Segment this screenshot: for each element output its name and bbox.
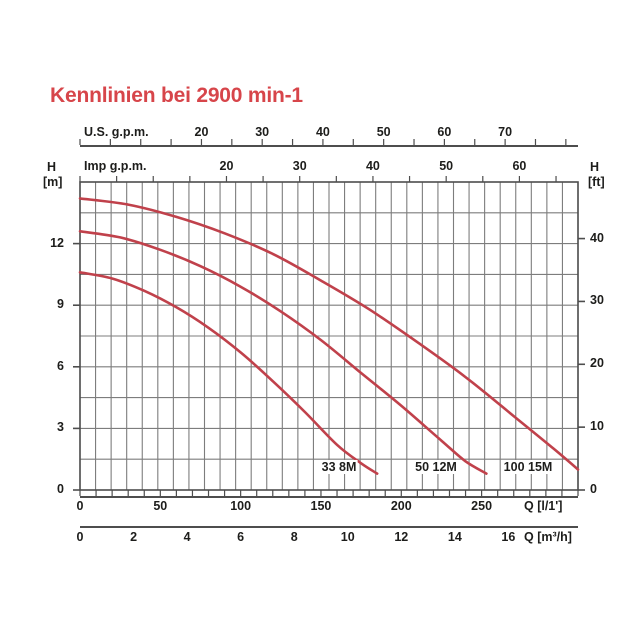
top-outer-tick-label: 30 — [255, 125, 270, 139]
left-axis-tick-label: 6 — [57, 358, 64, 373]
right-axis-tick-label: 0 — [590, 482, 597, 496]
left-axis-tick-label: 3 — [57, 420, 64, 435]
bottom-outer-tick-label: 2 — [130, 530, 138, 544]
top-inner-tick-label: 50 — [439, 159, 454, 173]
top-outer-axis-rule — [80, 145, 578, 147]
top-outer-tick-label: 70 — [498, 125, 513, 139]
top-inner-tick-label: 40 — [365, 159, 380, 173]
bottom-outer-axis-name: Q [m³/h] — [524, 530, 572, 544]
curve-100-15m — [78, 197, 580, 471]
bottom-outer-tick-label: 16 — [501, 530, 516, 544]
curve-label-100-15m: 100 15M — [502, 460, 554, 474]
bottom-outer-tick-label: 4 — [183, 530, 191, 544]
right-axis-tick-label: 40 — [590, 230, 604, 245]
bottom-inner-tick-label: 150 — [310, 499, 332, 513]
left-axis-tick-label: 0 — [57, 482, 64, 496]
top-outer-tick-label: 40 — [315, 125, 330, 139]
left-axis-name: H — [47, 160, 57, 174]
curve-50-12m — [78, 230, 488, 475]
top-outer-tick-label: 60 — [437, 125, 452, 139]
top-outer-axis-name: U.S. g.p.m. — [84, 125, 149, 139]
bottom-outer-tick-label: 12 — [394, 530, 409, 544]
bottom-outer-tick-label: 10 — [340, 530, 355, 544]
bottom-inner-tick-label: 200 — [390, 499, 412, 513]
top-inner-tick-label: 30 — [292, 159, 307, 173]
bottom-outer-tick-label: 14 — [447, 530, 462, 544]
bottom-inner-tick-label: 50 — [153, 499, 168, 513]
top-outer-tick-label: 50 — [376, 125, 391, 139]
bottom-inner-tick-label: 0 — [76, 499, 84, 513]
right-axis-tick-label: 20 — [590, 356, 604, 371]
curve-label-33-8m: 33 8M — [320, 460, 358, 474]
curve-33-8m — [78, 271, 379, 475]
right-axis-name: H — [590, 160, 600, 174]
bottom-inner-axis-rule — [80, 496, 578, 498]
bottom-outer-tick-label: 8 — [290, 530, 298, 544]
top-inner-tick-label: 60 — [512, 159, 527, 173]
top-outer-tick-label: 20 — [194, 125, 209, 139]
left-axis-unit: [m] — [43, 175, 63, 189]
bottom-outer-tick-label: 6 — [237, 530, 245, 544]
bottom-outer-tick-label: 0 — [76, 530, 84, 544]
bottom-inner-tick-label: 100 — [230, 499, 252, 513]
page-title: Kennlinien bei 2900 min-1 — [50, 84, 303, 107]
top-inner-tick-label: 20 — [219, 159, 234, 173]
right-axis-unit: [ft] — [588, 175, 605, 189]
bottom-outer-axis-rule — [80, 526, 578, 528]
plot-frame — [79, 181, 579, 491]
bottom-inner-axis-name: Q [l/1'] — [524, 499, 563, 513]
right-axis-tick-label: 10 — [590, 419, 604, 434]
right-axis-tick-label: 30 — [590, 293, 604, 308]
bottom-inner-tick-label: 250 — [471, 499, 493, 513]
left-axis-tick-label: 9 — [57, 297, 64, 312]
left-axis-tick-label: 12 — [50, 235, 64, 250]
top-inner-axis-name: Imp g.p.m. — [84, 159, 147, 173]
curve-label-50-12m: 50 12M — [414, 460, 458, 474]
